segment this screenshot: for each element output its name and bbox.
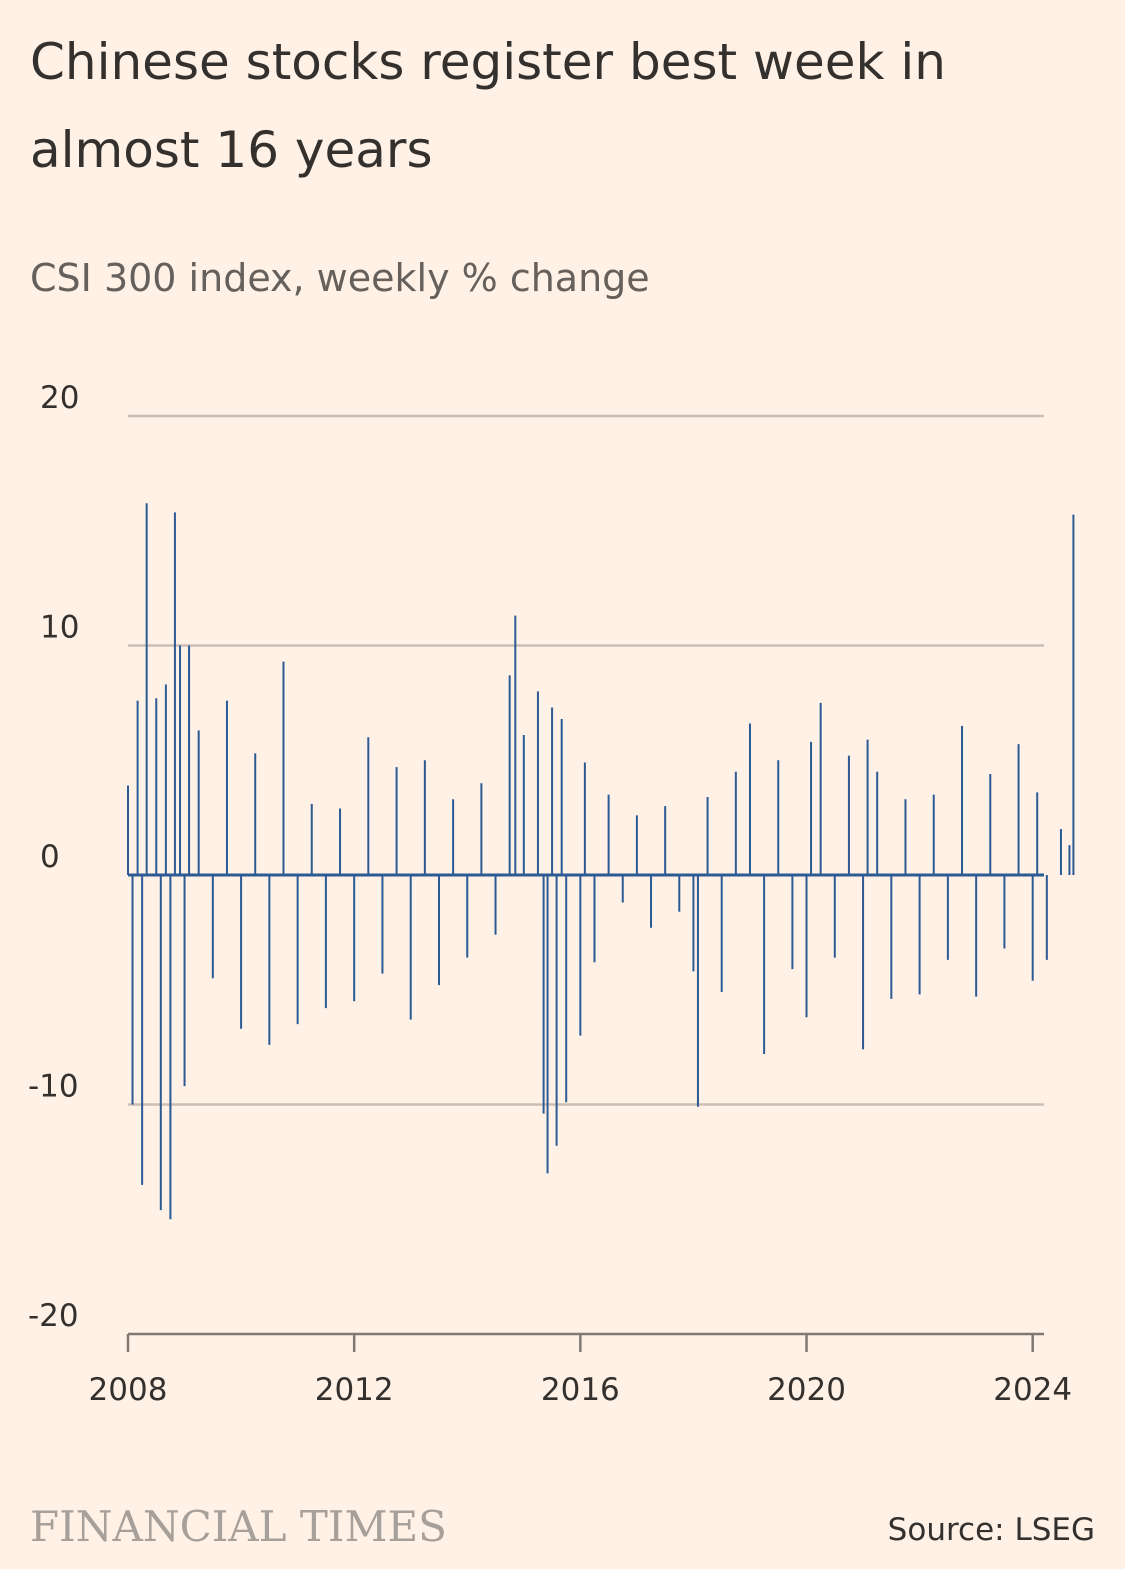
chart-title: Chinese stocks register best week in alm… [30, 33, 946, 179]
x-tick-label: 2016 [541, 1372, 620, 1408]
bar-series [127, 503, 1075, 1220]
y-tick-label: 0 [40, 839, 60, 875]
x-tick-label: 2024 [993, 1372, 1072, 1408]
chart-subtitle: CSI 300 index, weekly % change [30, 256, 650, 300]
source-note: Source: LSEG [887, 1512, 1095, 1548]
bar-chart: 20 10 0 -10 -20 2008 2012 2016 2020 2024 [28, 380, 1075, 1408]
y-tick-label: 10 [40, 610, 79, 646]
y-tick-label: -10 [28, 1069, 79, 1105]
x-tick-label: 2020 [767, 1372, 846, 1408]
x-axis [126, 1332, 1044, 1352]
x-tick-label: 2008 [89, 1372, 168, 1408]
y-tick-label: 20 [40, 380, 79, 416]
x-axis-labels: 2008 2012 2016 2020 2024 [89, 1372, 1073, 1408]
y-tick-label: -20 [28, 1298, 79, 1334]
x-tick-label: 2012 [315, 1372, 394, 1408]
grid-lines [128, 414, 1044, 1106]
y-axis-labels: 20 10 0 -10 -20 [28, 380, 79, 1334]
brand-logo: FINANCIAL TIMES [30, 1502, 447, 1551]
